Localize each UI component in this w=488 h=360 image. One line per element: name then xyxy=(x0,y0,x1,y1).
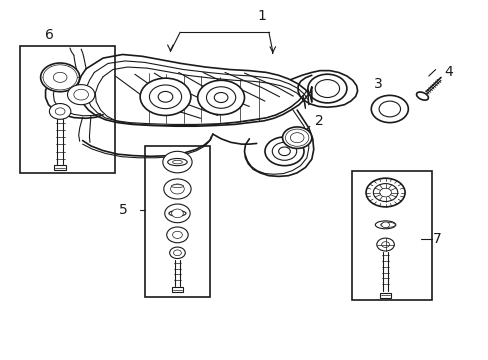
Text: 7: 7 xyxy=(432,232,441,246)
Bar xyxy=(351,171,431,300)
Circle shape xyxy=(171,209,183,218)
Circle shape xyxy=(163,151,192,173)
Text: 1: 1 xyxy=(257,9,265,23)
Ellipse shape xyxy=(171,185,183,188)
Circle shape xyxy=(376,238,393,251)
Circle shape xyxy=(67,85,95,105)
Circle shape xyxy=(370,95,407,123)
Circle shape xyxy=(206,87,235,108)
Bar xyxy=(54,165,66,170)
Circle shape xyxy=(172,231,182,238)
Circle shape xyxy=(74,89,88,100)
Circle shape xyxy=(379,188,390,197)
Circle shape xyxy=(164,204,190,223)
Circle shape xyxy=(55,108,65,115)
Text: 3: 3 xyxy=(373,77,382,91)
Bar xyxy=(380,293,390,298)
Circle shape xyxy=(173,250,181,256)
Text: 2: 2 xyxy=(315,114,323,128)
Circle shape xyxy=(41,63,80,92)
Text: 4: 4 xyxy=(444,66,452,80)
Circle shape xyxy=(381,242,388,247)
Circle shape xyxy=(214,93,227,103)
Circle shape xyxy=(166,227,188,243)
Ellipse shape xyxy=(172,160,182,164)
Circle shape xyxy=(282,127,311,148)
Circle shape xyxy=(43,65,77,90)
Circle shape xyxy=(264,137,304,166)
Text: 5: 5 xyxy=(119,203,127,217)
Bar xyxy=(172,287,183,292)
Ellipse shape xyxy=(375,221,395,229)
Bar xyxy=(144,146,210,297)
Ellipse shape xyxy=(168,211,185,216)
Circle shape xyxy=(378,101,400,117)
Circle shape xyxy=(290,133,304,143)
Circle shape xyxy=(49,104,71,119)
Circle shape xyxy=(293,135,301,140)
Ellipse shape xyxy=(167,158,187,166)
Bar xyxy=(20,45,115,173)
Circle shape xyxy=(287,131,306,144)
Circle shape xyxy=(47,68,73,87)
Circle shape xyxy=(197,80,244,115)
Circle shape xyxy=(381,222,388,228)
Circle shape xyxy=(169,247,185,258)
Circle shape xyxy=(366,178,404,207)
Circle shape xyxy=(285,129,308,146)
Circle shape xyxy=(373,184,397,202)
Circle shape xyxy=(278,147,290,156)
Circle shape xyxy=(53,72,67,82)
Text: 6: 6 xyxy=(45,28,54,42)
Circle shape xyxy=(158,91,172,102)
Ellipse shape xyxy=(380,222,394,227)
Circle shape xyxy=(149,85,181,109)
Circle shape xyxy=(272,142,296,160)
Circle shape xyxy=(163,179,191,199)
Circle shape xyxy=(140,78,190,116)
Circle shape xyxy=(170,184,184,194)
